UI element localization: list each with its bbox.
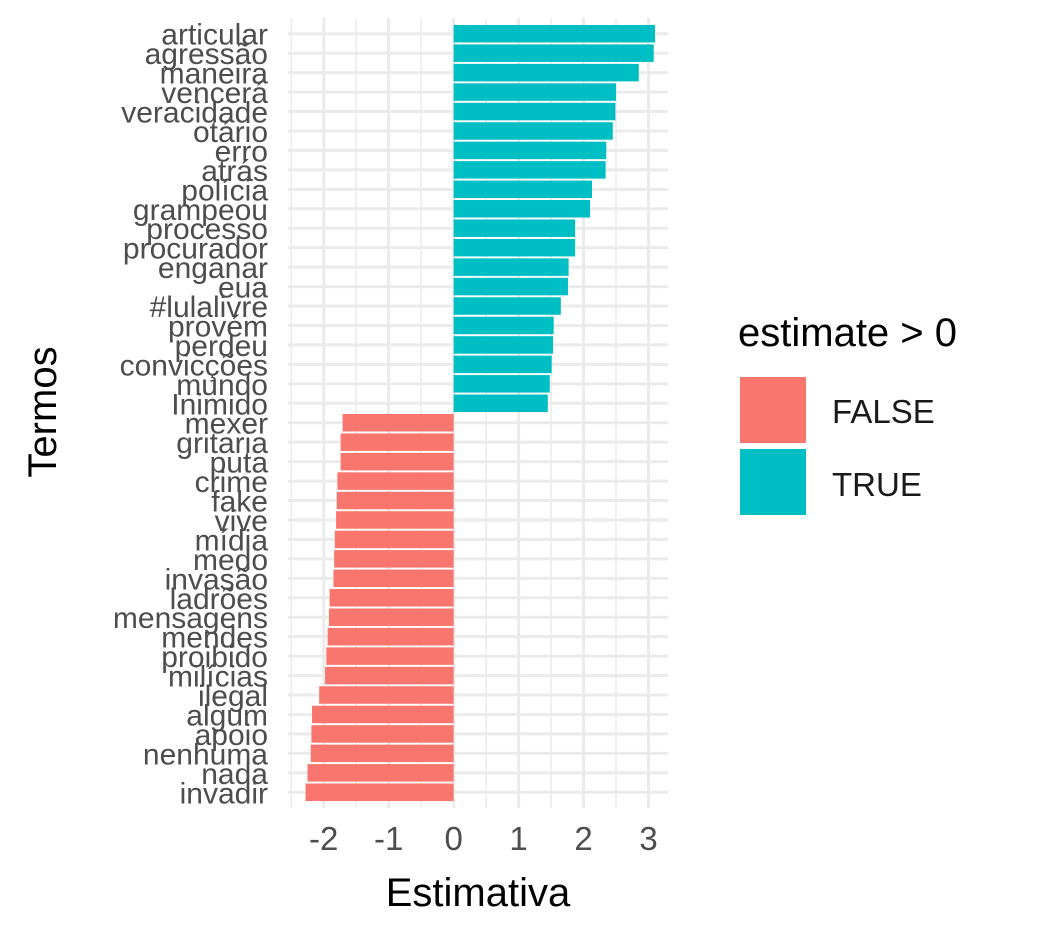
bar-8 (453, 180, 592, 199)
y-tick-label: articular (161, 19, 268, 52)
bar-3 (453, 83, 617, 101)
legend: estimate > 0 FALSE TRUE (738, 311, 957, 515)
x-tick-label: -1 (374, 820, 403, 857)
bar-15 (453, 316, 554, 335)
bar-12 (453, 258, 569, 276)
bar-34 (319, 686, 454, 704)
bar-29 (329, 589, 454, 607)
y-axis-title: Termos (21, 346, 65, 477)
y-tick-label: grampeou (133, 194, 268, 227)
y-tick-label: maneira (160, 58, 269, 91)
y-tick-label: perdeu (175, 330, 268, 363)
y-tick-label: eua (218, 272, 268, 305)
y-tick-label: gritaria (176, 427, 268, 460)
legend-label-true: TRUE (832, 466, 922, 503)
bar-28 (333, 569, 454, 588)
y-tick-label: vive (215, 505, 268, 538)
legend-label-false: FALSE (832, 393, 935, 430)
bar-7 (453, 161, 606, 179)
bar-22 (340, 452, 454, 471)
legend-key-false (740, 377, 806, 443)
bar-16 (453, 336, 554, 354)
bar-18 (453, 375, 550, 393)
bar-10 (453, 219, 576, 237)
y-tick-label: convicções (120, 349, 268, 382)
x-tick-label: 2 (574, 820, 592, 857)
bar-9 (453, 200, 591, 218)
y-tick-label: veracidade (121, 97, 268, 130)
x-tick-label: 1 (509, 820, 527, 857)
bar-13 (453, 277, 568, 296)
bar-32 (326, 647, 454, 665)
bar-14 (453, 297, 561, 315)
bar-39 (305, 783, 454, 802)
y-tick-label: invadir (180, 777, 268, 810)
y-tick-label: ladrões (170, 583, 268, 616)
y-tick-label: enganar (158, 252, 268, 285)
y-tick-label: procurador (123, 233, 268, 266)
y-tick-label: crime (195, 466, 268, 499)
x-tick-label: 3 (639, 820, 657, 857)
y-tick-label: processo (146, 213, 268, 246)
legend-title: estimate > 0 (738, 311, 957, 355)
bars (305, 24, 656, 802)
bar-1 (453, 44, 654, 62)
y-tick-label: nada (201, 758, 268, 791)
bar-6 (453, 141, 607, 160)
y-tick-label: mexer (185, 408, 268, 441)
bar-5 (453, 122, 613, 140)
bar-36 (311, 725, 454, 743)
bar-24 (336, 491, 454, 510)
y-tick-label: algum (186, 699, 268, 732)
y-axis-tick-labels: articularagressãomaneiravenceráveracidad… (113, 19, 268, 811)
y-tick-label: mídia (195, 524, 269, 557)
bar-38 (307, 764, 454, 782)
bar-26 (334, 530, 454, 549)
y-tick-label: agressão (145, 38, 268, 71)
bar-0 (453, 24, 656, 43)
y-tick-label: mundo (176, 369, 268, 402)
legend-key-true (740, 449, 806, 515)
y-tick-label: Inimido (171, 388, 268, 421)
y-tick-label: #lulalivre (150, 291, 268, 324)
y-tick-label: proibido (161, 641, 268, 674)
y-tick-label: apoio (195, 719, 268, 752)
y-tick-label: medo (193, 544, 268, 577)
x-tick-label: 0 (444, 820, 462, 857)
bar-27 (334, 550, 454, 568)
y-tick-label: erro (215, 135, 268, 168)
bar-30 (328, 608, 454, 626)
bar-23 (337, 472, 454, 490)
x-axis-tick-labels: -2 -1 0 1 2 3 (309, 820, 658, 857)
y-tick-label: fake (211, 486, 268, 519)
bar-25 (336, 511, 454, 529)
bar-2 (453, 63, 639, 82)
y-tick-label: vencerá (161, 77, 268, 110)
bar-17 (453, 355, 552, 374)
y-tick-label: otário (193, 116, 268, 149)
bar-21 (340, 433, 454, 451)
y-tick-label: mendes (161, 622, 268, 655)
y-tick-label: polícia (181, 174, 268, 207)
bar-20 (342, 413, 454, 432)
bar-33 (325, 666, 454, 685)
y-tick-label: invasão (165, 563, 268, 596)
y-tick-label: nenhuma (143, 738, 268, 771)
bar-4 (453, 102, 616, 121)
bar-19 (453, 394, 548, 413)
y-tick-label: puta (210, 447, 269, 480)
bar-11 (453, 238, 576, 257)
bar-31 (327, 627, 454, 646)
y-tick-label: mensagens (113, 602, 268, 635)
x-tick-label: -2 (309, 820, 338, 857)
bar-35 (312, 705, 454, 724)
y-tick-label: milícias (168, 661, 268, 694)
bar-37 (310, 744, 454, 763)
x-axis-title: Estimativa (386, 871, 571, 915)
y-tick-label: ilegal (198, 680, 268, 713)
y-tick-label: provém (168, 310, 268, 343)
y-tick-label: atrás (201, 155, 268, 188)
